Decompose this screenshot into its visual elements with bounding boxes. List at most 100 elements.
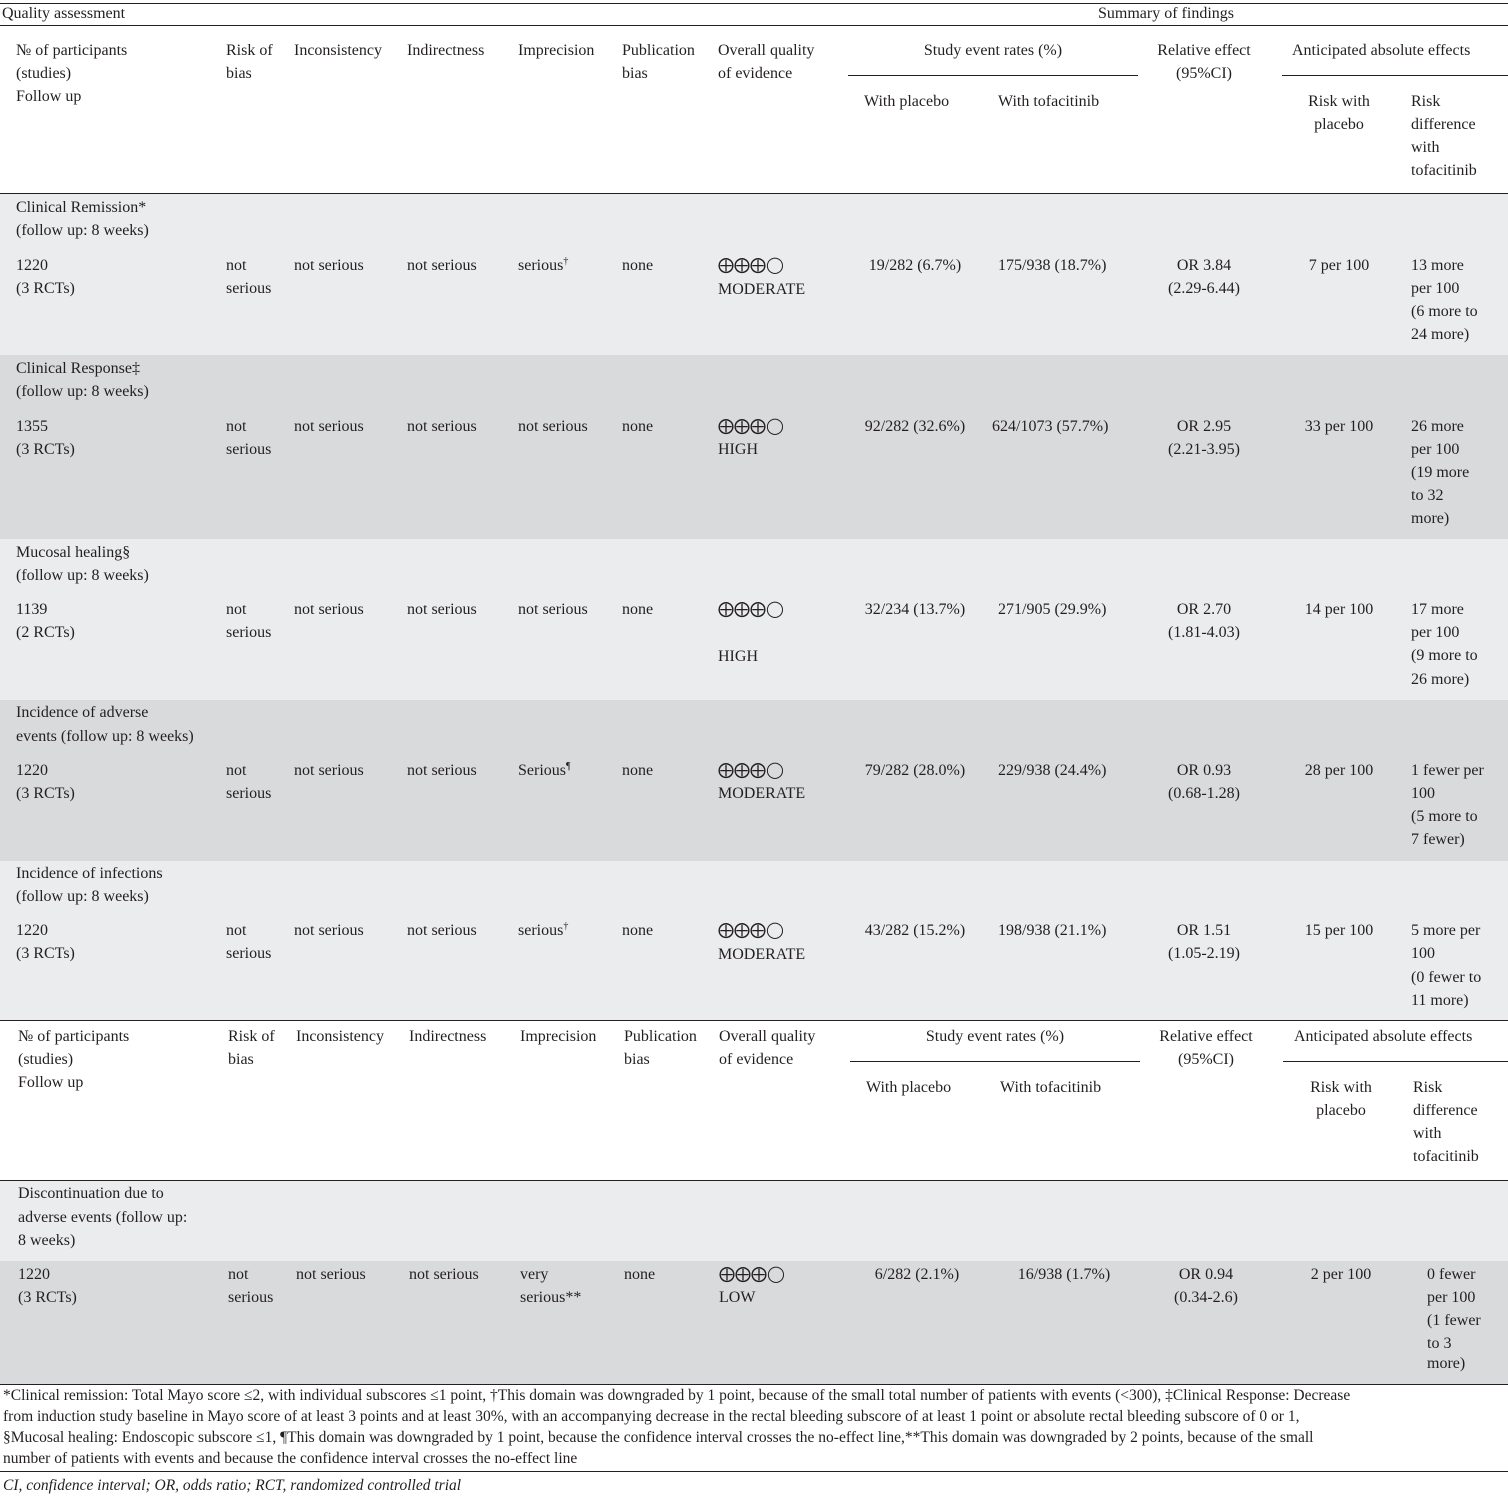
table-row: [0, 194, 1508, 355]
placebo-rate: 19/282 (6.7%): [868, 257, 962, 274]
col-inconsistency: Inconsistency: [296, 1028, 384, 1045]
publication-bias-value: none: [622, 601, 654, 618]
relative-effect-or: OR 0.93: [1176, 762, 1232, 779]
outcome-title: Incidence of adverse: [16, 704, 149, 721]
risk-difference-line: 100: [1411, 945, 1435, 962]
risk-of-bias-value: not: [226, 762, 247, 779]
risk-difference-line: 7 fewer): [1411, 831, 1465, 848]
inconsistency-value: not serious: [294, 257, 364, 274]
risk-difference-line: to 32: [1411, 487, 1444, 504]
relative-effect-ci: (1.81-4.03): [1168, 624, 1240, 641]
footnote-line: §Mucosal healing: Endoscopic subscore ≤1…: [3, 1429, 1314, 1446]
risk-difference-line: 11 more): [1411, 992, 1469, 1009]
col-risk-with-placebo-2: placebo: [1314, 116, 1364, 133]
col-with-tofacitinib: With tofacitinib: [1000, 1079, 1102, 1096]
col-with-placebo: With placebo: [864, 93, 950, 110]
imprecision-value-2: serious**: [520, 1289, 582, 1306]
risk-of-bias-value-2: serious: [226, 441, 272, 458]
footnote-mark: †: [563, 256, 569, 267]
col-publication-bias-1: Publication: [624, 1028, 697, 1045]
publication-bias-value: none: [624, 1266, 656, 1283]
outcome-title: Incidence of infections: [16, 865, 163, 882]
col-publication-bias-2: bias: [622, 65, 648, 82]
studies-count: (2 RCTs): [16, 624, 75, 641]
studies-count: (3 RCTs): [16, 441, 75, 458]
outcome-title-2: adverse events (follow up:: [18, 1209, 188, 1226]
tofacitinib-rate: 229/938 (24.4%): [998, 762, 1107, 779]
quality-rating-icon: ⨁⨁⨁◯: [718, 418, 784, 435]
inconsistency-value: not serious: [294, 762, 364, 779]
relative-effect-or: OR 3.84: [1176, 257, 1232, 274]
indirectness-value: not serious: [407, 762, 477, 779]
studies-count: (3 RCTs): [16, 945, 75, 962]
inconsistency-value: not serious: [294, 601, 364, 618]
relative-effect-or: OR 2.95: [1176, 418, 1232, 435]
risk-of-bias-value-2: serious: [226, 785, 272, 802]
risk-difference-line: 13 more: [1411, 257, 1464, 274]
risk-difference-line: (5 more to: [1411, 808, 1478, 825]
table-bottom-rule: [0, 1384, 1508, 1385]
risk-difference-line: (6 more to: [1411, 303, 1478, 320]
risk-of-bias-value-2: serious: [226, 945, 272, 962]
col-risk-difference-4: tofacitinib: [1413, 1148, 1479, 1165]
risk-difference-line: per 100: [1411, 624, 1460, 641]
col-risk-with-placebo-1: Risk with: [1308, 93, 1370, 110]
table-row: [0, 861, 1508, 1020]
col-study-event-rates: Study event rates (%): [923, 42, 1063, 59]
col-anticipated: Anticipated absolute effects: [1292, 42, 1471, 59]
footnote-mark: †: [563, 921, 569, 932]
col-overall-quality-2: of evidence: [719, 1051, 794, 1068]
col-participants-3: Follow up: [16, 88, 82, 105]
risk-difference-line: more): [1411, 510, 1450, 527]
anticipated-rule: [1283, 1061, 1508, 1062]
risk-difference-line: 100: [1411, 785, 1435, 802]
indirectness-value: not serious: [409, 1266, 479, 1283]
abbreviations-rule: [0, 1471, 1508, 1472]
top-rule: [0, 3, 1508, 4]
quality-rating-icon: ⨁⨁⨁◯: [719, 1266, 785, 1283]
col-overall-quality-2: of evidence: [718, 65, 793, 82]
participants-count: 1220: [16, 922, 48, 939]
risk-of-bias-value: not: [226, 418, 247, 435]
col-relative-effect-1: Relative effect: [1157, 42, 1251, 59]
col-risk-difference-1: Risk: [1411, 93, 1441, 110]
publication-bias-value: none: [622, 257, 654, 274]
relative-effect-ci: (2.21-3.95): [1168, 441, 1240, 458]
summary-of-findings-heading: Summary of findings: [1098, 5, 1234, 22]
risk-difference-line: per 100: [1411, 441, 1460, 458]
risk-of-bias-value-2: serious: [228, 1289, 274, 1306]
outcome-follow-up: (follow up: 8 weeks): [16, 383, 149, 400]
col-participants-1: № of participants: [18, 1028, 130, 1045]
table-row: [0, 1181, 1508, 1261]
col-participants-2: (studies): [16, 65, 72, 82]
relative-effect-or: OR 1.51: [1176, 922, 1232, 939]
col-indirectness: Indirectness: [409, 1028, 487, 1045]
placebo-rate: 43/282 (15.2%): [864, 922, 966, 939]
risk-difference-line: 26 more: [1411, 418, 1464, 435]
col-publication-bias-1: Publication: [622, 42, 695, 59]
risk-with-placebo-value: 7 per 100: [1308, 257, 1370, 274]
placebo-rate: 92/282 (32.6%): [864, 418, 966, 435]
placebo-rate: 79/282 (28.0%): [864, 762, 966, 779]
risk-difference-line: more): [1427, 1355, 1466, 1372]
risk-with-placebo-value: 33 per 100: [1304, 418, 1374, 435]
quality-label: MODERATE: [718, 281, 806, 298]
col-publication-bias-2: bias: [624, 1051, 650, 1068]
relative-effect-or: OR 0.94: [1178, 1266, 1234, 1283]
col-risk-of-bias-2: bias: [226, 65, 252, 82]
col-risk-difference-3: with: [1411, 139, 1440, 156]
col-imprecision: Imprecision: [520, 1028, 597, 1045]
col-anticipated: Anticipated absolute effects: [1294, 1028, 1473, 1045]
imprecision-value: very: [520, 1266, 549, 1283]
col-relative-effect-1: Relative effect: [1159, 1028, 1253, 1045]
inconsistency-value: not serious: [294, 922, 364, 939]
col-risk-difference-1: Risk: [1413, 1079, 1443, 1096]
risk-difference-line: 17 more: [1411, 601, 1464, 618]
risk-difference-line: 1 fewer per: [1411, 762, 1484, 779]
col-risk-with-placebo-2: placebo: [1316, 1102, 1366, 1119]
table-row: [0, 700, 1508, 861]
col-risk-of-bias-2: bias: [228, 1051, 254, 1068]
quality-label: MODERATE: [718, 785, 806, 802]
col-risk-of-bias-1: Risk of: [228, 1028, 275, 1045]
abbreviations: CI, confidence interval; OR, odds ratio;…: [3, 1477, 462, 1494]
